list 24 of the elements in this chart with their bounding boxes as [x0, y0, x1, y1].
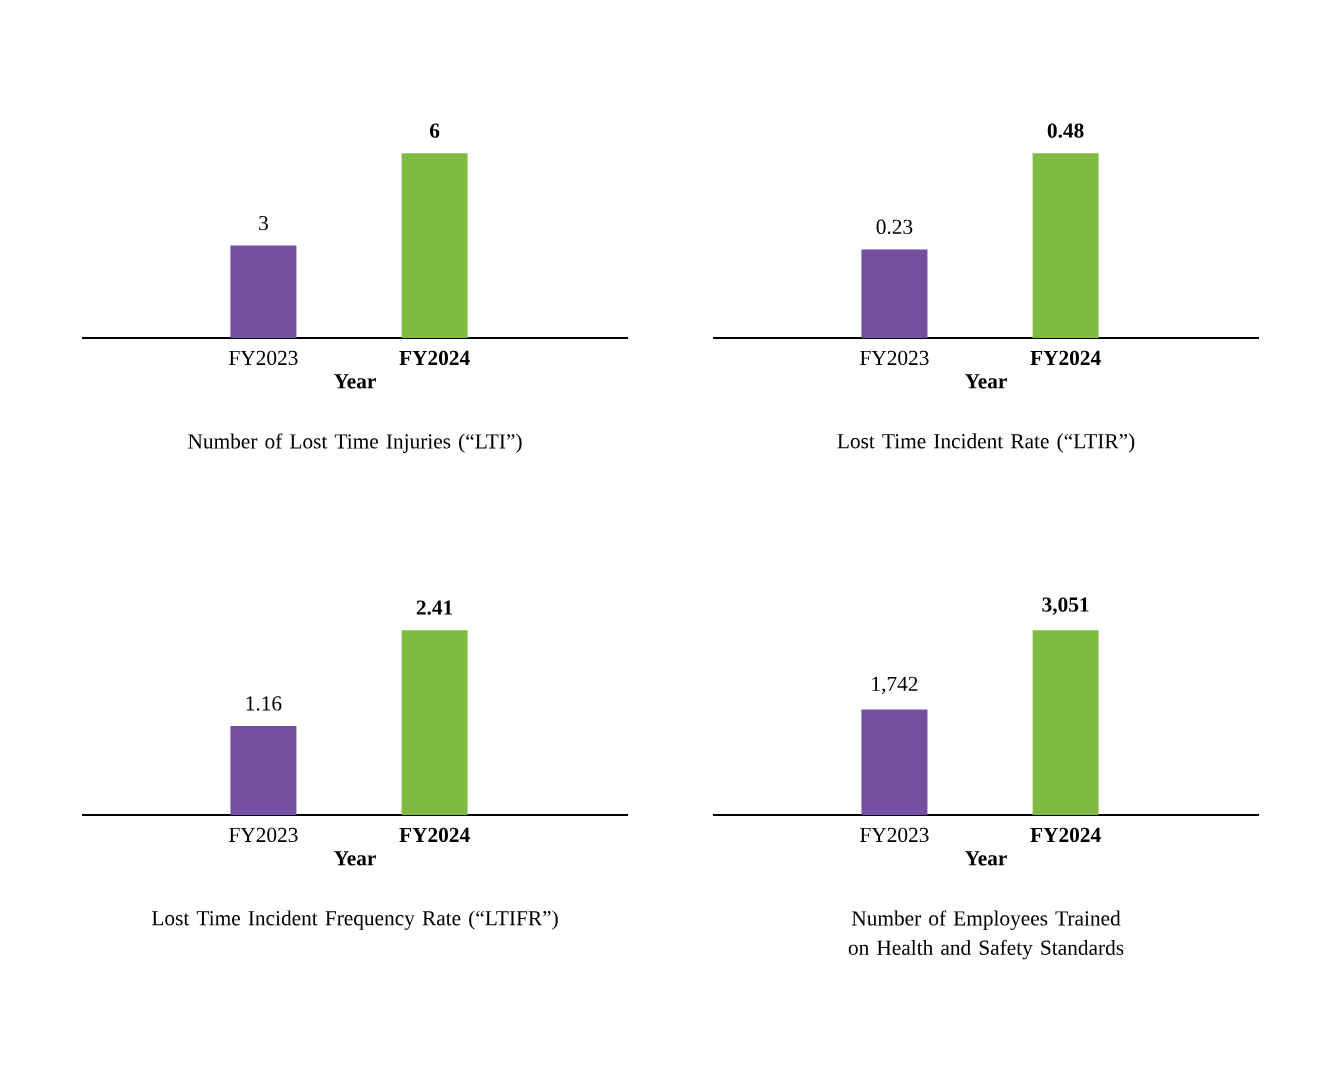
x-tick-label: FY2024	[399, 827, 470, 843]
x-axis-title: Year	[334, 374, 376, 389]
data-label: 0.48	[1047, 123, 1084, 138]
x-tick-label: FY2024	[399, 350, 470, 366]
data-label: 2.41	[416, 600, 453, 615]
x-tick-label: FY2023	[229, 827, 298, 843]
text: Number of Employees Trained on Health and Safety Standards	[848, 910, 1124, 960]
x-axis-title: Year	[965, 851, 1007, 866]
x-tick-label: FY2023	[860, 350, 929, 366]
x-tick-label: FY2024	[1030, 827, 1101, 843]
x-axis-title: Year	[965, 374, 1007, 389]
x-axis-title: Year	[334, 851, 376, 866]
text: Lost Time Incident Rate (“LTIR”)	[837, 433, 1135, 453]
data-label: 3	[259, 215, 268, 231]
text: Lost Time Incident Frequency Rate (“LTIFR”)	[151, 910, 558, 930]
x-tick-label: FY2024	[1030, 350, 1101, 366]
data-label: 3,051	[1042, 597, 1089, 615]
data-label: 1,742	[872, 676, 918, 695]
text: Number of Lost Time Injuries (“LTI”)	[188, 433, 522, 453]
data-label: 6	[429, 123, 440, 138]
data-label: 0.23	[876, 219, 913, 235]
x-tick-label: FY2023	[229, 350, 298, 366]
x-tick-label: FY2023	[860, 827, 929, 843]
data-label: 1.16	[246, 696, 282, 711]
